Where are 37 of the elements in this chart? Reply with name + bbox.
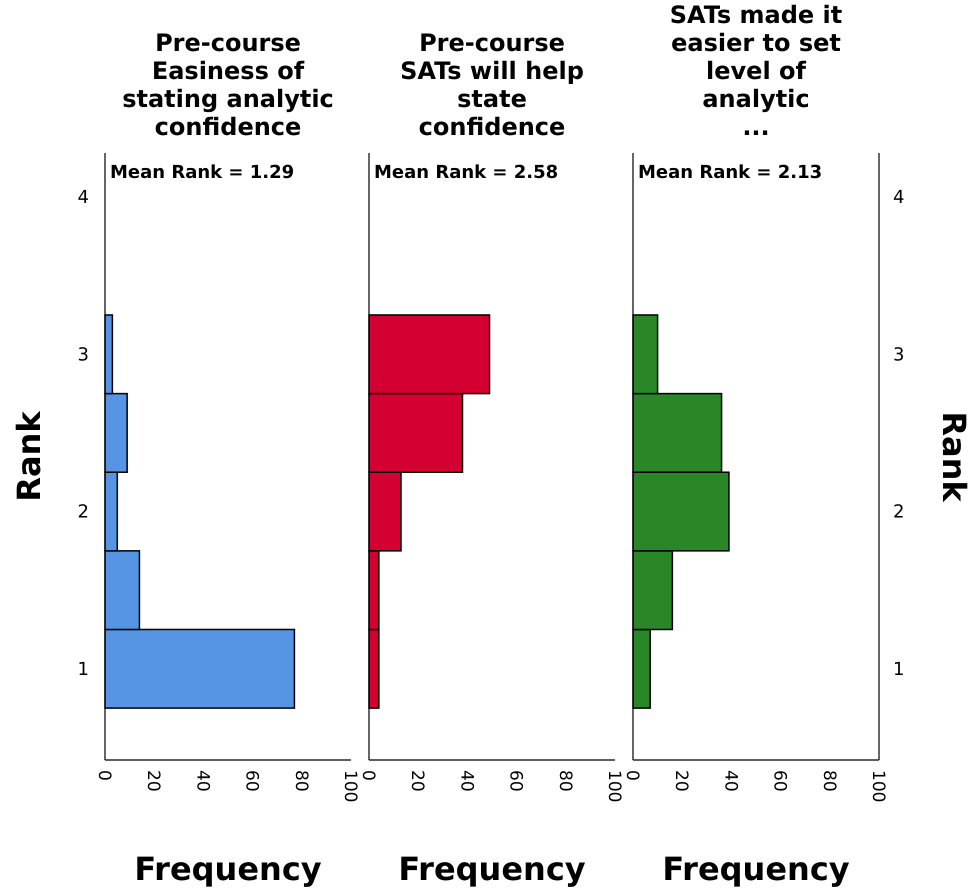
x-tick-label: 40 xyxy=(456,770,476,792)
x-tick-label: 80 xyxy=(290,770,311,792)
y-tick-label: 4 xyxy=(78,187,89,208)
x-axis-title: Frequency xyxy=(662,850,850,888)
x-tick-label: 0 xyxy=(358,770,378,781)
annotation: Mean Rank = 1.29 xyxy=(110,162,294,183)
x-tick-label: 40 xyxy=(720,770,740,792)
x-tick-label: 100 xyxy=(604,770,624,802)
x-tick-label: 20 xyxy=(143,770,164,792)
x-tick-label: 20 xyxy=(671,770,692,792)
annotation: Mean Rank = 2.58 xyxy=(374,162,558,183)
y-tick-label: 1 xyxy=(893,658,904,680)
y-tick-label: 4 xyxy=(893,187,904,208)
x-tick-label: 80 xyxy=(818,770,839,792)
y-tick-label: 2 xyxy=(78,502,89,523)
x-tick-label: 100 xyxy=(868,770,888,802)
x-axis-title: Frequency xyxy=(134,850,322,888)
y-tick-label: 1 xyxy=(78,658,89,680)
y-tick-label: 3 xyxy=(78,344,89,366)
y-axis-title: Rank xyxy=(935,411,973,502)
x-tick-label: 100 xyxy=(340,770,360,802)
x-tick-label: 60 xyxy=(242,770,262,792)
annotation: Mean Rank = 2.13 xyxy=(638,162,822,183)
x-tick-label: 60 xyxy=(770,770,790,792)
chart-title: Pre-course Easiness of stating analytic confidence xyxy=(122,29,334,141)
x-tick-label: 40 xyxy=(192,770,212,792)
x-axis-title: Frequency xyxy=(398,850,586,888)
x-tick-label: 20 xyxy=(407,770,428,792)
chart-title: Pre-course SATs will help state confidence xyxy=(400,29,584,141)
chart-title: SATs made it easier to set level of analytic ... xyxy=(670,1,842,141)
y-tick-label: 3 xyxy=(893,344,904,366)
x-tick-label: 0 xyxy=(94,770,114,781)
x-tick-label: 80 xyxy=(554,770,575,792)
y-tick-label: 2 xyxy=(893,502,904,523)
x-tick-label: 0 xyxy=(622,770,642,781)
y-axis-title: Rank xyxy=(10,410,48,502)
x-tick-label: 60 xyxy=(506,770,526,792)
